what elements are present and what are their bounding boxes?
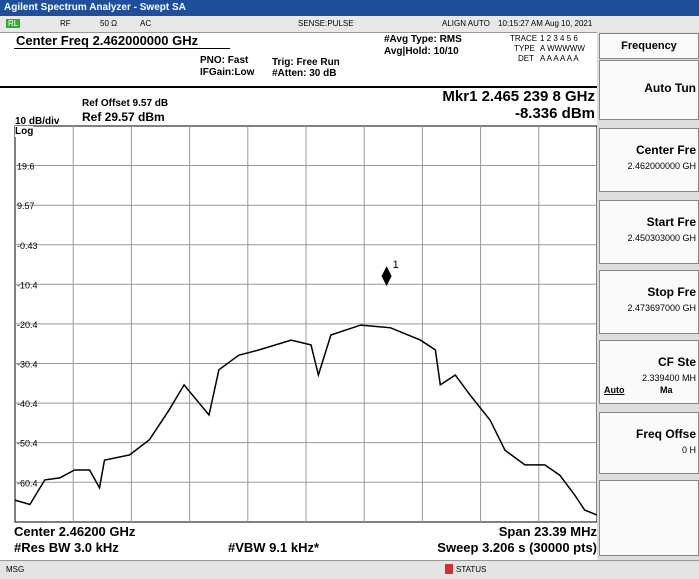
marker-amp: -8.336 dBm xyxy=(514,105,595,122)
avg-hold: Avg|Hold: 10/10 xyxy=(384,46,459,57)
marker-freq: Mkr1 2.465 239 8 GHz xyxy=(442,88,595,105)
ifgain: IFGain:Low xyxy=(200,67,255,78)
softkey-value: 2.339400 MH xyxy=(641,373,696,383)
footer-span: Span 23.39 MHz xyxy=(498,524,597,539)
footer-rbw: #Res BW 3.0 kHz xyxy=(14,540,119,555)
softkey-label: Start Fre xyxy=(646,215,696,229)
window-title: Agilent Spectrum Analyzer - Swept SA xyxy=(4,2,186,13)
y-tick-label: -60.4 xyxy=(17,478,38,488)
det-label: DET xyxy=(518,54,534,63)
datetime: 10:15:27 AM Aug 10, 2021 xyxy=(498,19,593,28)
softkey[interactable]: Stop Fre 2.473697000 GH xyxy=(599,270,699,334)
softkey-label: Freq Offse xyxy=(635,427,696,441)
plot: 19.6 9.57 -0.43 -10.4 -20.4 -30.4 -40.4 -50.4 -6… xyxy=(14,125,597,523)
divider xyxy=(0,86,597,88)
footer-center: Center 2.46200 GHz xyxy=(14,524,136,539)
status-bar xyxy=(0,560,699,579)
softkey-auto: Auto xyxy=(604,385,625,395)
marker-label: 1 xyxy=(393,259,399,271)
softkey-label: CF Ste xyxy=(657,355,696,369)
y-tick-label: -30.4 xyxy=(17,359,38,369)
y-tick-label: 19.6 xyxy=(17,161,35,171)
ref: Ref 29.57 dBm xyxy=(82,110,165,124)
center-freq: Center Freq 2.462000000 GHz xyxy=(16,33,199,48)
trace-nums: 1 2 3 4 5 6 xyxy=(540,34,578,43)
trig: Trig: Free Run xyxy=(272,57,340,68)
footer-vbw: #VBW 9.1 kHz* xyxy=(228,540,320,555)
impedance: 50 Ω xyxy=(100,19,118,28)
status: STATUS xyxy=(456,565,487,574)
scale: 10 dB/div xyxy=(15,116,60,127)
softkey-value: 2.462000000 GH xyxy=(627,161,696,171)
softkey-man: Ma xyxy=(660,385,673,395)
y-tick-label: -0.43 xyxy=(17,241,38,251)
atten: #Atten: 30 dB xyxy=(272,68,337,79)
marker xyxy=(381,266,392,287)
softkey[interactable]: Center Fre 2.462000000 GH xyxy=(599,128,699,192)
align: ALIGN AUTO xyxy=(442,19,490,28)
softkey-label: Center Fre xyxy=(635,143,696,157)
y-tick-label: 9.57 xyxy=(17,201,35,211)
status-row xyxy=(0,16,699,33)
softkey-value: 0 H xyxy=(681,445,696,455)
softkey-label: Auto Tun xyxy=(644,81,696,95)
rule xyxy=(14,48,230,49)
msg: MSG xyxy=(6,565,25,574)
softkey[interactable]: Start Fre 2.450303000 GH xyxy=(599,200,699,264)
y-tick-label: -10.4 xyxy=(17,280,38,290)
softkey-value: 2.473697000 GH xyxy=(627,303,696,313)
title-bar xyxy=(0,0,699,16)
rf: RF xyxy=(60,19,71,28)
det-vals: A A A A A A xyxy=(540,54,579,63)
softkey[interactable]: CF Ste 2.339400 MH Auto Ma xyxy=(599,340,699,404)
y-tick-label: -50.4 xyxy=(17,439,38,449)
footer-sweep: Sweep 3.206 s (30000 pts) xyxy=(437,540,597,555)
softkey-blank[interactable] xyxy=(599,480,699,556)
ref-offset: Ref Offset 9.57 dB xyxy=(82,98,169,109)
rl: RL xyxy=(6,19,21,28)
pno: PNO: Fast xyxy=(200,55,249,66)
y-tick-label: -20.4 xyxy=(17,320,38,330)
coupling: AC xyxy=(140,19,152,28)
trace-label: TRACE xyxy=(510,34,538,43)
sense: SENSE:PULSE xyxy=(298,19,354,28)
type-label: TYPE xyxy=(514,44,535,53)
softkey-title: Frequency xyxy=(599,33,699,59)
type-vals: A WWWWW xyxy=(540,44,585,53)
log: Log xyxy=(15,126,34,137)
trace xyxy=(14,324,597,516)
softkey[interactable]: Auto Tun xyxy=(599,60,699,120)
status-icon xyxy=(445,564,453,574)
softkey-value: 2.450303000 GH xyxy=(627,233,696,243)
y-tick-label: -40.4 xyxy=(17,399,38,409)
softkey-label: Stop Fre xyxy=(647,285,696,299)
avg-type: #Avg Type: RMS xyxy=(384,34,462,45)
softkey[interactable]: Freq Offse 0 H xyxy=(599,412,699,474)
